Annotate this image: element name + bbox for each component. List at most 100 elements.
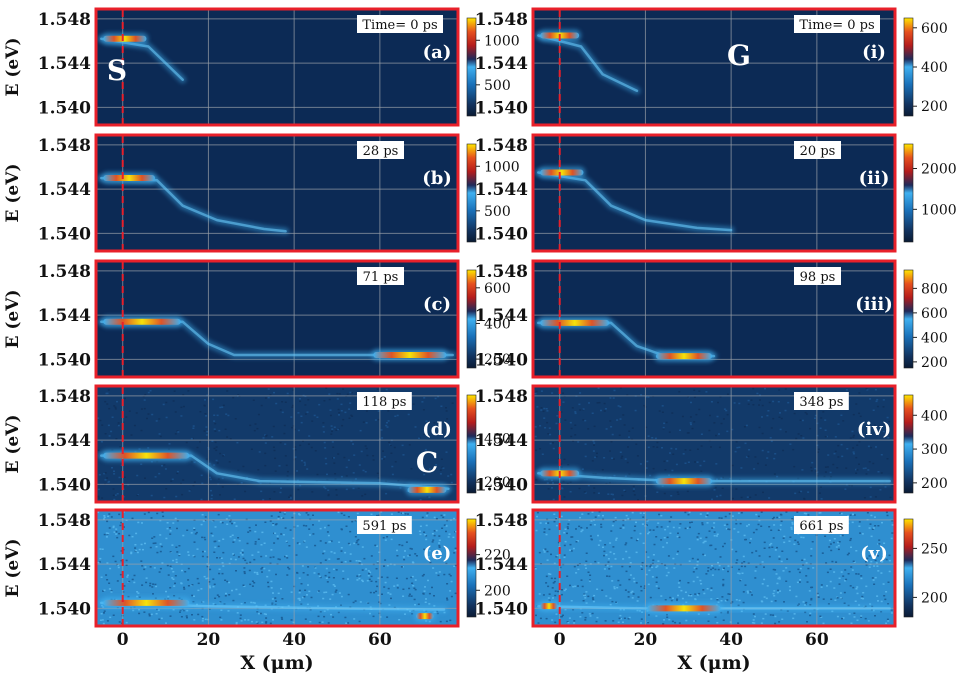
noise-speck	[262, 498, 265, 501]
noise-speck	[881, 521, 883, 524]
noise-speck	[774, 600, 777, 602]
noise-speck	[817, 448, 820, 451]
noise-speck	[585, 552, 588, 554]
noise-speck	[536, 406, 539, 408]
noise-speck	[141, 565, 144, 567]
noise-speck	[597, 387, 600, 389]
noise-speck	[285, 540, 288, 543]
noise-speck	[634, 409, 637, 412]
noise-speck	[397, 511, 400, 513]
panel-frame	[94, 384, 460, 504]
noise-speck	[301, 565, 304, 567]
noise-speck	[555, 556, 558, 558]
noise-speck	[398, 544, 401, 546]
noise-speck	[629, 562, 632, 564]
noise-speck	[642, 516, 645, 518]
noise-speck	[754, 570, 757, 572]
noise-speck	[313, 572, 316, 574]
noise-speck	[391, 473, 394, 476]
noise-speck	[676, 535, 679, 538]
noise-speck	[270, 587, 273, 589]
noise-speck	[745, 538, 747, 541]
noise-speck	[698, 408, 701, 411]
noise-speck	[126, 576, 129, 578]
noise-speck	[235, 525, 238, 527]
colorbar	[466, 143, 477, 243]
noise-speck	[274, 597, 277, 599]
noise-speck	[851, 484, 853, 487]
noise-speck	[598, 401, 601, 404]
noise-speck	[446, 599, 449, 601]
noise-speck	[135, 532, 138, 535]
noise-speck	[272, 425, 275, 428]
noise-speck	[666, 613, 668, 616]
noise-speck	[652, 554, 655, 556]
noise-speck	[364, 493, 367, 496]
noise-speck	[323, 615, 326, 618]
noise-speck	[779, 428, 782, 431]
noise-speck	[789, 443, 792, 445]
noise-speck	[423, 397, 426, 399]
noise-speck	[869, 398, 872, 400]
noise-speck	[267, 396, 270, 399]
noise-speck	[574, 424, 577, 426]
noise-speck	[383, 586, 386, 588]
noise-speck	[102, 590, 104, 592]
noise-speck	[604, 544, 607, 546]
noise-speck	[183, 588, 186, 590]
noise-speck	[665, 567, 668, 569]
noise-speck	[684, 511, 687, 514]
noise-speck	[138, 548, 141, 551]
noise-speck	[370, 555, 373, 557]
noise-speck	[336, 398, 339, 400]
noise-speck	[312, 514, 314, 516]
noise-speck	[569, 584, 571, 587]
noise-speck	[849, 585, 852, 587]
noise-speck	[419, 498, 422, 501]
noise-speck	[206, 565, 209, 568]
noise-speck	[431, 586, 433, 589]
noise-speck	[656, 526, 659, 528]
noise-speck	[294, 456, 297, 458]
noise-speck	[785, 567, 788, 569]
noise-speck	[706, 514, 709, 517]
noise-speck	[731, 515, 734, 517]
noise-speck	[326, 531, 329, 533]
noise-speck	[559, 566, 562, 569]
noise-speck	[112, 488, 115, 490]
noise-speck	[113, 473, 116, 475]
noise-speck	[279, 491, 282, 494]
noise-speck	[265, 613, 267, 616]
noise-speck	[136, 474, 139, 477]
noise-speck	[776, 582, 779, 585]
noise-speck	[778, 416, 781, 418]
noise-speck	[349, 402, 352, 404]
noise-speck	[218, 568, 221, 570]
noise-speck	[97, 561, 100, 564]
noise-speck	[271, 436, 274, 438]
noise-speck	[266, 575, 269, 578]
noise-speck	[827, 454, 830, 456]
noise-speck	[446, 418, 449, 420]
noise-speck	[791, 521, 794, 524]
noise-speck	[619, 614, 622, 617]
noise-speck	[725, 409, 728, 412]
noise-speck	[811, 461, 814, 464]
noise-speck	[365, 422, 368, 424]
noise-speck	[865, 561, 867, 563]
noise-speck	[567, 523, 570, 525]
colorbar-tick-label: 400	[484, 432, 511, 448]
noise-speck	[591, 511, 594, 513]
noise-speck	[616, 586, 619, 589]
time-label: 28 ps	[363, 144, 399, 159]
noise-speck	[273, 491, 276, 493]
noise-speck	[837, 541, 840, 544]
y-tick-label: 1.548	[475, 10, 528, 30]
noise-speck	[268, 569, 271, 572]
noise-speck	[100, 441, 103, 443]
noise-speck	[706, 588, 709, 590]
noise-speck	[395, 577, 398, 579]
noise-speck	[589, 535, 592, 537]
noise-speck	[410, 576, 413, 579]
